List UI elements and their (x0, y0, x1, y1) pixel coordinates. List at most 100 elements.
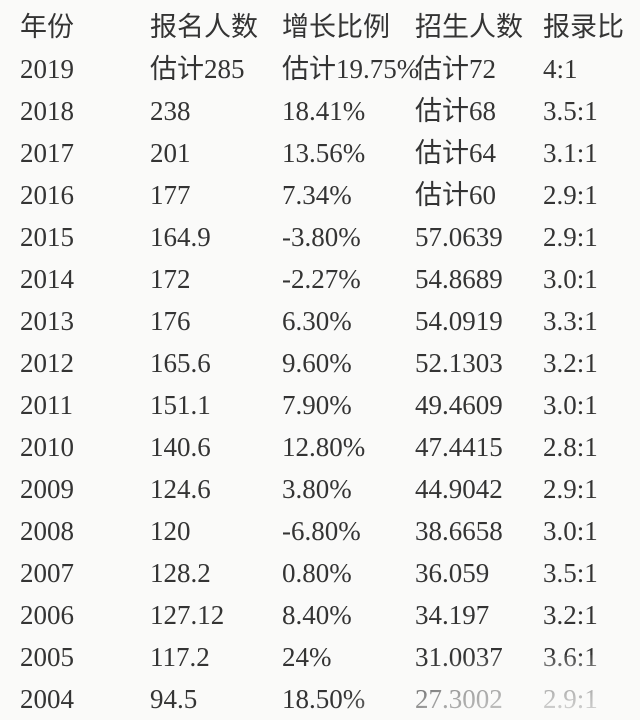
table-cell: 4:1 (543, 53, 578, 84)
table-cell: 2009 (20, 473, 74, 504)
table-cell: 27.3002 (415, 683, 503, 714)
table-cell: 3.6:1 (543, 641, 598, 672)
table-cell: 2018 (20, 95, 74, 126)
table-header-row: 年份 报名人数 增长比例 招生人数 报录比 (20, 6, 640, 48)
table-row: 2018 238 18.41% 估计68 3.5:1 (20, 90, 640, 132)
table-cell: 128.2 (150, 557, 211, 588)
table-cell: 2016 (20, 179, 74, 210)
table-cell: 3.0:1 (543, 515, 598, 546)
column-header: 年份 (20, 11, 74, 42)
table-cell: 2.9:1 (543, 683, 598, 714)
table-cell: 7.34% (282, 179, 352, 210)
table-cell: 94.5 (150, 683, 198, 714)
table-cell: 201 (150, 137, 191, 168)
table-cell: 18.41% (282, 95, 366, 126)
table-cell: 2008 (20, 515, 74, 546)
column-header: 报录比 (543, 11, 624, 42)
table-row: 2012 165.6 9.60% 52.1303 3.2:1 (20, 342, 640, 384)
table-cell: 36.059 (415, 557, 490, 588)
table-cell: 3.0:1 (543, 389, 598, 420)
table-cell: 3.5:1 (543, 95, 598, 126)
table-row: 2016 177 7.34% 估计60 2.9:1 (20, 174, 640, 216)
table-cell: 3.3:1 (543, 305, 598, 336)
table-cell: 140.6 (150, 431, 211, 462)
table-cell: 估计64 (415, 137, 496, 168)
column-header: 增长比例 (282, 11, 390, 42)
table-cell: 49.4609 (415, 389, 503, 420)
table-cell: 3.2:1 (543, 347, 598, 378)
table-cell: 2013 (20, 305, 74, 336)
table-cell: 估计19.75% (282, 53, 420, 84)
table-cell: 13.56% (282, 137, 366, 168)
table-cell: 52.1303 (415, 347, 503, 378)
table-row: 2014 172 -2.27% 54.8689 3.0:1 (20, 258, 640, 300)
table-cell: 3.2:1 (543, 599, 598, 630)
table-cell: 54.8689 (415, 263, 503, 294)
table-cell: 7.90% (282, 389, 352, 420)
table-row: 2010 140.6 12.80% 47.4415 2.8:1 (20, 426, 640, 468)
table-cell: -2.27% (282, 263, 361, 294)
table-row: 2006 127.12 8.40% 34.197 3.2:1 (20, 594, 640, 636)
table-row: 2004 94.5 18.50% 27.3002 2.9:1 (20, 678, 640, 720)
table-cell: 0.80% (282, 557, 352, 588)
table-cell: 120 (150, 515, 191, 546)
table-cell: 2.9:1 (543, 473, 598, 504)
table-cell: 3.0:1 (543, 263, 598, 294)
table-cell: 24% (282, 641, 332, 672)
table-cell: 9.60% (282, 347, 352, 378)
table-cell: 177 (150, 179, 191, 210)
column-header: 报名人数 (150, 11, 258, 42)
table-cell: 2.9:1 (543, 179, 598, 210)
table-row: 2008 120 -6.80% 38.6658 3.0:1 (20, 510, 640, 552)
table-cell: 44.9042 (415, 473, 503, 504)
column-header: 招生人数 (415, 11, 523, 42)
table-row: 2009 124.6 3.80% 44.9042 2.9:1 (20, 468, 640, 510)
table-cell: -6.80% (282, 515, 361, 546)
table-cell: 238 (150, 95, 191, 126)
table-row: 2019 估计285 估计19.75% 估计72 4:1 (20, 48, 640, 90)
table-cell: 8.40% (282, 599, 352, 630)
table-cell: 2017 (20, 137, 74, 168)
table-cell: 2010 (20, 431, 74, 462)
table-cell: 54.0919 (415, 305, 503, 336)
table-cell: 估计68 (415, 95, 496, 126)
table-row: 2015 164.9 -3.80% 57.0639 2.9:1 (20, 216, 640, 258)
table-cell: 12.80% (282, 431, 366, 462)
table-cell: 127.12 (150, 599, 225, 630)
table-cell: 3.1:1 (543, 137, 598, 168)
table-cell: 172 (150, 263, 191, 294)
table-row: 2011 151.1 7.90% 49.4609 3.0:1 (20, 384, 640, 426)
table-cell: 18.50% (282, 683, 366, 714)
table-cell: 2005 (20, 641, 74, 672)
table-cell: 164.9 (150, 221, 211, 252)
table-cell: 3.80% (282, 473, 352, 504)
table-cell: 57.0639 (415, 221, 503, 252)
table-cell: 估计72 (415, 53, 496, 84)
table-row: 2005 117.2 24% 31.0037 3.6:1 (20, 636, 640, 678)
table-cell: 165.6 (150, 347, 211, 378)
table-cell: 124.6 (150, 473, 211, 504)
table-cell: 151.1 (150, 389, 211, 420)
table-cell: 31.0037 (415, 641, 503, 672)
table-cell: 3.5:1 (543, 557, 598, 588)
table-cell: 176 (150, 305, 191, 336)
table-cell: 117.2 (150, 641, 210, 672)
table-row: 2013 176 6.30% 54.0919 3.3:1 (20, 300, 640, 342)
table-cell: 2.9:1 (543, 221, 598, 252)
table-cell: -3.80% (282, 221, 361, 252)
table-cell: 2012 (20, 347, 74, 378)
table-cell: 47.4415 (415, 431, 503, 462)
table-cell: 2.8:1 (543, 431, 598, 462)
table-cell: 2014 (20, 263, 74, 294)
data-table: 年份 报名人数 增长比例 招生人数 报录比 2019 估计285 估计19.75% 估计72 4:… (20, 6, 640, 720)
table-cell: 2019 (20, 53, 74, 84)
table-cell: 估计285 (150, 53, 245, 84)
table-cell: 2011 (20, 389, 73, 420)
table-cell: 6.30% (282, 305, 352, 336)
table-row: 2007 128.2 0.80% 36.059 3.5:1 (20, 552, 640, 594)
table-cell: 38.6658 (415, 515, 503, 546)
table-cell: 2004 (20, 683, 74, 714)
table-cell: 估计60 (415, 179, 496, 210)
table-cell: 2007 (20, 557, 74, 588)
